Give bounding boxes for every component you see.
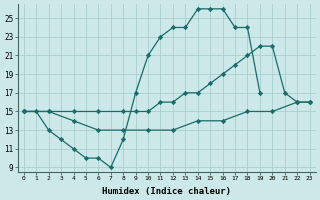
X-axis label: Humidex (Indice chaleur): Humidex (Indice chaleur) xyxy=(102,187,231,196)
